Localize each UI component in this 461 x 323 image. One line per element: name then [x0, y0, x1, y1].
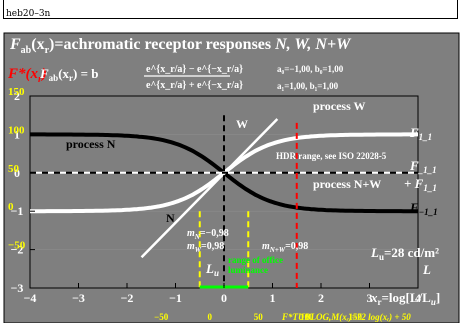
- params-line-1: a₀=−1,00, b₀=1,00: [277, 64, 344, 74]
- x-tick-label: 0: [221, 291, 227, 305]
- label-mn: mN=−0,98: [187, 228, 229, 241]
- y-tick-label: 1: [14, 127, 20, 141]
- label-plus-f11: + F1_1: [404, 176, 437, 193]
- x-tick-label: −1: [169, 291, 182, 305]
- label-range-office: range of office: [228, 255, 283, 265]
- formula-denominator: e^{x_r/a} + e^{−x_r/a}: [146, 80, 243, 91]
- x-tick-label: −3: [72, 291, 85, 305]
- bottom-tick-label: 100: [300, 312, 314, 322]
- label-f11: F1_1: [409, 125, 432, 142]
- bottom-tick-label: −50: [154, 312, 169, 322]
- formula: Fab(xr) = b e^{x_r/a} − e^{−x_r/a} e^{x_…: [39, 64, 243, 91]
- sum-diagonal-line: [140, 118, 279, 259]
- chart-title: Fab(xr)=achromatic receptor responses N,…: [9, 36, 352, 56]
- x-tick-label: 3: [367, 291, 373, 305]
- label-lu-value: Lu=28 cd/m²: [370, 245, 439, 262]
- label-l-italic: L: [422, 262, 431, 277]
- svg-text:Fab(xr) = b: Fab(xr) = b: [39, 66, 99, 83]
- label-n: N: [166, 211, 175, 225]
- label-fm11: F−1_1: [409, 200, 438, 217]
- y-tick-label: −3: [11, 281, 24, 295]
- y-star-tick-label: 50: [8, 163, 20, 175]
- x-tick-label: 2: [318, 291, 324, 305]
- chart-frame: [3, 32, 460, 323]
- bottom-tick-label: 150: [349, 312, 363, 322]
- bottom-tick-label: 0: [208, 312, 213, 322]
- y-tick-label: −2: [11, 243, 24, 257]
- header-tag: heb20–3n: [3, 0, 458, 19]
- params-line-2: a₁=1,00, b₁=1,00: [277, 81, 339, 91]
- bottom-formula: F*TUBLOG,M(xᵣ)=72 log(xᵣ) + 50: [281, 312, 411, 322]
- y-tick-label: 2: [14, 89, 20, 103]
- formula-numerator: e^{x_r/a} − e^{−x_r/a}: [146, 64, 243, 75]
- label-mnw: mN+W=0,98: [262, 241, 308, 254]
- markers: [30, 115, 418, 289]
- label-luminance: luminance: [228, 265, 268, 275]
- label-process-w: process W: [313, 99, 366, 113]
- header-code: heb20–3n: [6, 9, 51, 19]
- bottom-tick-label: 50: [254, 312, 264, 322]
- label-hdr: HDR range, see ISO 22028-5: [276, 151, 387, 161]
- y-tick-label: −1: [11, 204, 24, 218]
- label-process-n: process N: [66, 137, 116, 151]
- label-f-1: F_1_1: [409, 158, 437, 175]
- x-axis-label: xr=log[L/Lu]: [370, 290, 440, 307]
- y-star-tick-label: 150: [8, 86, 25, 98]
- y-star-tick-label: −50: [8, 240, 26, 252]
- label-mw: mW=0,98: [187, 241, 224, 254]
- x-tick-label: 4: [415, 291, 421, 305]
- label-w: W: [236, 117, 248, 131]
- x-tick-label: −2: [121, 291, 134, 305]
- y-tick-label: 0: [14, 166, 20, 180]
- y-star-tick-label: 0: [8, 201, 14, 213]
- label-lu-axis: Lu: [205, 261, 219, 278]
- x-tick-label: −4: [24, 291, 37, 305]
- y-star-tick-label: 100: [8, 124, 25, 136]
- y-axis-label: F*(xr): [7, 66, 47, 85]
- label-process-nw: process N+W: [313, 177, 381, 191]
- x-tick-label: 1: [270, 291, 276, 305]
